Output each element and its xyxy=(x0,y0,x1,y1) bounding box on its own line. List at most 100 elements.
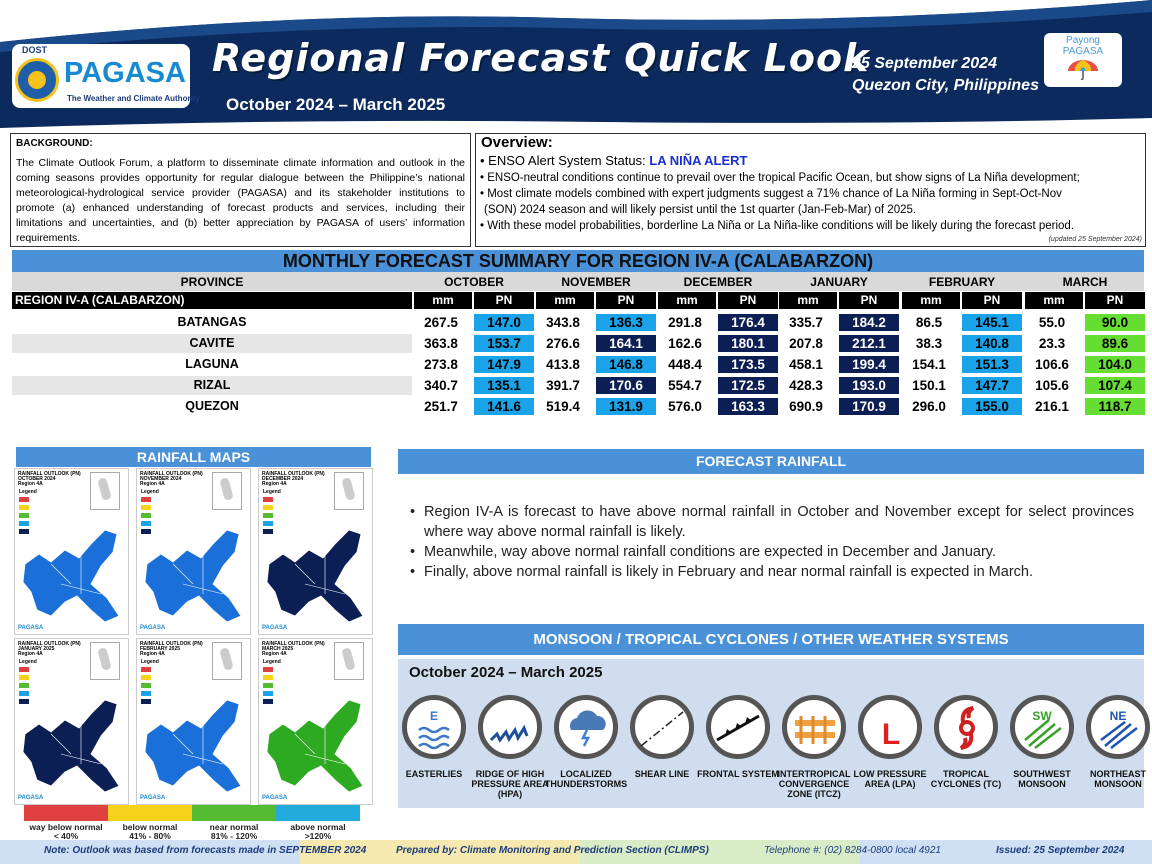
map-title-line-2: MARCH 2025 xyxy=(262,646,294,652)
legend-swatch xyxy=(263,497,273,502)
scale-label-name: below normal xyxy=(122,822,178,832)
sw-monsoon-icon: SW xyxy=(1010,695,1074,759)
table-cell-pn: 193.0 xyxy=(839,377,899,394)
legend-swatch xyxy=(19,529,29,534)
map-legend-label: Legend xyxy=(141,489,159,495)
map-title-line-3: Region 4A xyxy=(18,481,43,487)
svg-text:L: L xyxy=(882,718,900,751)
svg-text:NE: NE xyxy=(1110,709,1127,723)
map-title: RAINFALL OUTLOOK (PN) FEBRUARY 2025 Region… xyxy=(140,642,203,657)
weather-system-label: RIDGE OF HIGH PRESSURE AREA (HPA) xyxy=(471,769,549,799)
mm-header: mm xyxy=(902,292,960,309)
table-row-band xyxy=(12,334,412,353)
pn-header: PN xyxy=(718,292,778,309)
province-border xyxy=(182,753,224,765)
map-title-line-3: Region 4A xyxy=(262,481,287,487)
scale-label-name: near normal xyxy=(209,822,259,832)
month-header: JANUARY xyxy=(810,275,868,289)
table-cell-pn: 147.9 xyxy=(474,356,534,373)
region-map xyxy=(266,699,364,793)
table-cell-pn: 184.2 xyxy=(839,314,899,331)
table-cell-mm: 55.0 xyxy=(1038,315,1066,330)
rainfall-scale-legend: way below normal < 40% below normal 41% - 8… xyxy=(24,805,362,843)
forecast-bullet-3: Finally, above normal rainfall is likely… xyxy=(408,562,1134,582)
table-cell-pn: 212.1 xyxy=(839,335,899,352)
table-header-bg xyxy=(12,272,1144,291)
table-cell-mm: 106.6 xyxy=(1035,357,1069,372)
weather-systems-panel: October 2024 – March 2025 E EASTERLIES RID… xyxy=(398,659,1150,808)
region-shape xyxy=(22,529,120,623)
background-box: BACKGROUND: The Climate Outlook Forum, a… xyxy=(10,133,471,247)
legend-swatch xyxy=(263,675,273,680)
overview-heading: Overview: xyxy=(481,134,553,151)
rainfall-map: RAINFALL OUTLOOK (PN) DECEMBER 2024 Region… xyxy=(258,468,373,635)
table-row-province: QUEZON xyxy=(185,399,239,413)
region-shape xyxy=(22,699,120,793)
mm-header: mm xyxy=(414,292,472,309)
map-legend-label: Legend xyxy=(263,659,281,665)
weather-system-label: NORTHEAST MONSOON xyxy=(1090,769,1146,789)
mm-header: mm xyxy=(658,292,716,309)
header-banner xyxy=(0,0,1152,128)
table-cell-mm: 154.1 xyxy=(912,357,946,372)
map-legend xyxy=(263,667,297,707)
region-shape xyxy=(144,529,242,623)
issue-date: 25 September 2024 xyxy=(852,55,997,72)
table-row-province: RIZAL xyxy=(193,378,231,392)
map-legend xyxy=(141,497,175,537)
forecast-bullet-1: Region IV-A is forecast to have above no… xyxy=(408,502,1134,542)
rainfall-map: RAINFALL OUTLOOK (PN) MARCH 2025 Region 4A… xyxy=(258,638,373,805)
weather-system-label: FRONTAL SYSTEM xyxy=(697,769,779,779)
map-title-line-1: RAINFALL OUTLOOK (PN) xyxy=(140,641,203,647)
province-border xyxy=(294,733,316,755)
table-cell-pn: 153.7 xyxy=(474,335,534,352)
table-cell-mm: 296.0 xyxy=(912,399,946,414)
rainfall-maps-grid: RAINFALL OUTLOOK (PN) OCTOBER 2024 Region … xyxy=(14,468,374,806)
legend-swatch xyxy=(141,521,151,526)
shear-line-icon-glyph xyxy=(640,711,684,747)
table-cell-mm: 458.1 xyxy=(789,357,823,372)
map-title-line-3: Region 4A xyxy=(140,481,165,487)
legend-swatch xyxy=(19,675,29,680)
map-legend-label: Legend xyxy=(141,659,159,665)
table-cell-mm: 150.1 xyxy=(912,378,946,393)
ridge-icon xyxy=(478,695,542,759)
map-pagasa-mark: PAGASA xyxy=(140,795,166,801)
weather-systems-period: October 2024 – March 2025 xyxy=(409,664,603,681)
rainfall-map: RAINFALL OUTLOOK (PN) FEBRUARY 2025 Region… xyxy=(136,638,251,805)
table-cell-pn: 151.3 xyxy=(962,356,1022,373)
page-title: Regional Forecast Quick Look xyxy=(212,36,870,80)
table-cell-pn: 104.0 xyxy=(1085,356,1145,373)
weather-system-label: TROPICAL CYCLONES (TC) xyxy=(930,769,1002,789)
scale-label-range: < 40% xyxy=(53,831,79,841)
forecast-bullets: Region IV-A is forecast to have above no… xyxy=(408,502,1134,582)
table-cell-mm: 519.4 xyxy=(546,399,580,414)
svg-text:SW: SW xyxy=(1032,709,1052,723)
thunderstorm-icon xyxy=(554,695,618,759)
table-cell-mm: 105.6 xyxy=(1035,378,1069,393)
map-title-line-1: RAINFALL OUTLOOK (PN) xyxy=(140,471,203,477)
legend-swatch xyxy=(141,699,151,704)
region-shape xyxy=(266,529,364,623)
overview-bullet-2a: • Most climate models combined with expe… xyxy=(480,188,1062,200)
legend-swatch xyxy=(141,667,151,672)
legend-swatch xyxy=(263,683,273,688)
pn-header: PN xyxy=(474,292,534,309)
mm-header: mm xyxy=(779,292,837,309)
map-title: RAINFALL OUTLOOK (PN) JANUARY 2025 Region … xyxy=(18,642,81,657)
cyclone-icon-glyph xyxy=(959,706,976,750)
table-cell-pn: 155.0 xyxy=(962,398,1022,415)
province-border xyxy=(294,563,316,585)
pagasa-seal-icon xyxy=(15,58,59,102)
scale-label-name: above normal xyxy=(290,822,346,832)
legend-swatch xyxy=(141,497,151,502)
background-text: The Climate Outlook Forum, a platform to… xyxy=(16,157,465,244)
mm-header: mm xyxy=(1025,292,1083,309)
region-marker xyxy=(346,658,351,663)
scale-label: near normal 81% - 120% xyxy=(192,823,276,841)
issue-place: Quezon City, Philippines xyxy=(852,77,1039,94)
province-border xyxy=(304,583,346,595)
table-cell-pn: 89.6 xyxy=(1085,335,1145,352)
table-cell-mm: 273.8 xyxy=(424,357,458,372)
legend-swatch xyxy=(263,691,273,696)
